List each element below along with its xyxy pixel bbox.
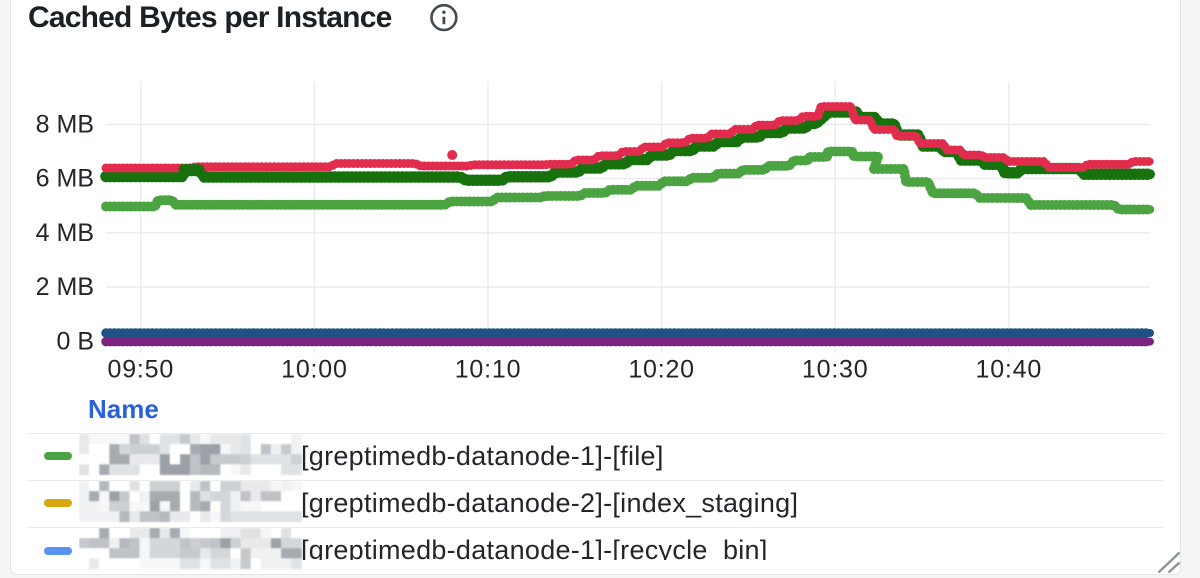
svg-text:8 MB: 8 MB — [36, 110, 94, 138]
svg-text:10:10: 10:10 — [455, 356, 522, 384]
svg-text:10:40: 10:40 — [976, 356, 1043, 384]
svg-text:09:50: 09:50 — [108, 356, 175, 384]
svg-text:4 MB: 4 MB — [36, 219, 94, 247]
svg-text:2 MB: 2 MB — [36, 273, 94, 301]
svg-text:6 MB: 6 MB — [36, 165, 94, 193]
svg-text:10:30: 10:30 — [802, 356, 869, 384]
svg-text:10:00: 10:00 — [281, 356, 348, 384]
svg-text:0 B: 0 B — [56, 327, 94, 355]
svg-text:10:20: 10:20 — [628, 356, 695, 384]
